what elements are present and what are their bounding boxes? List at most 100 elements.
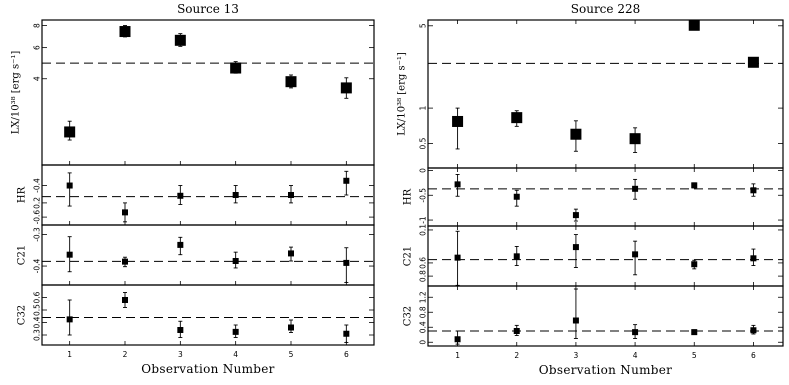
data-point	[750, 187, 756, 193]
panel-frame	[42, 285, 374, 345]
panel-4: 0.30.40.50.6 C32	[17, 285, 375, 345]
data-point	[514, 328, 520, 334]
data-point	[748, 57, 759, 68]
x-tick-label: 6	[751, 351, 756, 360]
data-point	[120, 26, 131, 37]
data-point	[341, 82, 352, 93]
data-point	[64, 126, 75, 137]
x-axis-label: Observation Number	[539, 363, 672, 377]
y-tick-label: 0.8	[419, 306, 428, 318]
data-point	[691, 261, 697, 267]
y-tick-label: 0.6	[419, 257, 428, 269]
data-point	[67, 252, 73, 258]
y-tick-label: 4	[33, 76, 42, 81]
panel-3: -0.4 -0.3 0.2 C21	[17, 197, 375, 285]
y-tick-label: -0.6	[33, 210, 42, 225]
data-point	[455, 336, 461, 342]
y-axis-label: C32	[403, 306, 414, 326]
data-point	[177, 327, 183, 333]
x-tick-label: 4	[633, 351, 638, 360]
data-point	[573, 244, 579, 250]
y-tick-label: -0.4	[33, 178, 42, 193]
data-point	[452, 116, 463, 127]
panel-frame	[428, 20, 783, 168]
data-point	[514, 253, 520, 259]
y-tick-label: 0.2	[33, 197, 42, 209]
y-axis-label: HR	[17, 186, 28, 203]
y-tick-label: -0.5	[419, 188, 428, 203]
data-point	[67, 316, 73, 322]
data-point	[573, 318, 579, 324]
y-tick-label: 1.2	[419, 291, 428, 303]
panel-4: 0 0.4 0.8 1.2 C32	[403, 286, 784, 346]
x-tick-label: 5	[692, 351, 697, 360]
data-point	[67, 183, 73, 189]
data-point	[343, 178, 349, 184]
data-point	[288, 250, 294, 256]
data-point	[122, 209, 128, 215]
data-point	[288, 192, 294, 198]
x-tick-label: 3	[574, 351, 579, 360]
x-tick-label: 1	[455, 351, 460, 360]
panel-frame	[428, 286, 783, 346]
y-tick-label: 5	[419, 23, 428, 28]
y-tick-label: 0.3	[33, 329, 42, 341]
data-point	[455, 181, 461, 187]
data-point	[175, 35, 186, 46]
data-point	[233, 192, 239, 198]
x-tick-label: 3	[178, 350, 183, 359]
data-point	[230, 63, 241, 74]
data-point	[343, 331, 349, 337]
panel-2: 0 -0.5 -1 HR	[403, 168, 784, 226]
y-tick-label: 0.5	[419, 137, 428, 149]
y-axis-label: LX/10³⁸ [erg s⁻¹]	[397, 52, 408, 136]
panel-frame	[42, 165, 374, 225]
y-axis-label: C21	[17, 245, 28, 265]
data-point	[177, 193, 183, 199]
x-axis-label: Observation Number	[141, 362, 274, 376]
data-point	[750, 327, 756, 333]
data-point	[177, 242, 183, 248]
data-point	[750, 255, 756, 261]
data-point	[632, 186, 638, 192]
y-tick-label: 0.8	[419, 270, 428, 282]
data-point	[630, 133, 641, 144]
data-point	[691, 329, 697, 335]
y-tick-label: 0	[419, 168, 428, 173]
x-tick-label: 5	[289, 350, 294, 359]
x-tick-label: 2	[514, 351, 519, 360]
data-point	[233, 329, 239, 335]
data-point	[573, 212, 579, 218]
y-tick-label: 6	[33, 45, 42, 50]
chart-2: Source 228 0.5 1 5 LX/10³⁸ [erg s⁻¹] 0 -0.5 -1 H…	[397, 2, 784, 377]
y-tick-label: 0.6	[33, 291, 42, 303]
data-point	[288, 325, 294, 331]
x-tick-label: 4	[233, 350, 238, 359]
panel-1: 4 6 8 LX/10³⁸ [erg s⁻¹]	[11, 20, 375, 165]
chart-title: Source 13	[177, 2, 239, 16]
y-tick-label: -1	[419, 216, 428, 224]
y-tick-label: 0	[419, 340, 428, 345]
y-tick-label: 0.4	[419, 321, 428, 333]
panel-1: 0.5 1 5 LX/10³⁸ [erg s⁻¹]	[397, 20, 784, 168]
panel-3: 0.1 0.80.6 C21	[403, 224, 784, 286]
panel-2: -0.4 -0.6 HR	[17, 165, 375, 225]
y-tick-label: 8	[33, 23, 42, 28]
x-tick-label: 6	[344, 350, 349, 359]
y-axis-label: C32	[17, 305, 28, 325]
data-point	[343, 260, 349, 266]
data-point	[122, 297, 128, 303]
data-point	[632, 251, 638, 257]
y-tick-label: -0.4	[33, 259, 42, 274]
y-tick-label: 0.1	[419, 224, 428, 236]
y-axis-label: HR	[403, 188, 414, 205]
panel-frame	[428, 168, 783, 226]
data-point	[689, 20, 700, 31]
x-tick-label: 1	[67, 350, 72, 359]
data-point	[122, 259, 128, 265]
y-tick-label: 0.4	[33, 316, 42, 328]
y-tick-label: 0.5	[33, 304, 42, 316]
chart-title: Source 228	[571, 2, 640, 16]
data-point	[233, 258, 239, 264]
